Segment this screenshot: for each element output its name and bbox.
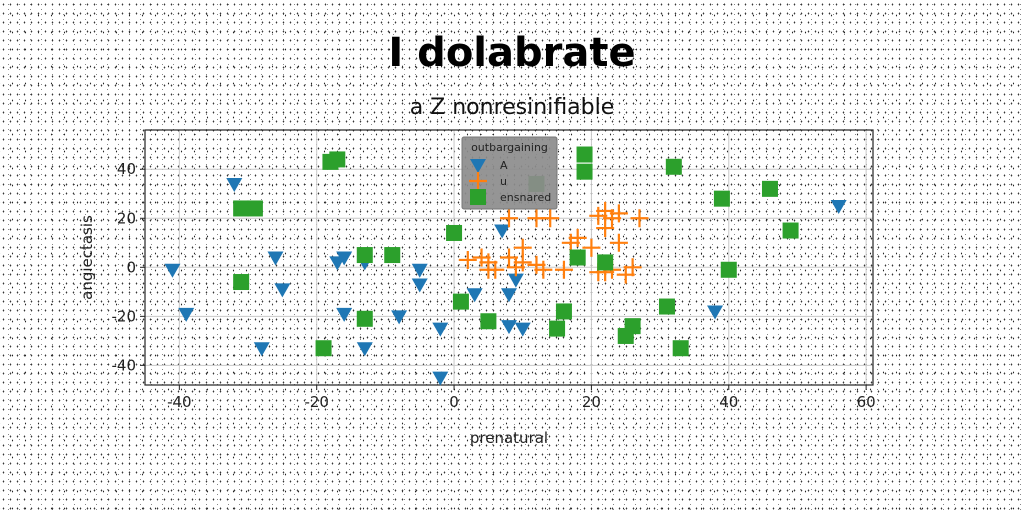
- data-point: [336, 251, 353, 266]
- data-point: [233, 200, 250, 217]
- data-point: [329, 151, 346, 168]
- data-point: [452, 293, 469, 310]
- chart-title: I dolabrate: [388, 30, 636, 76]
- data-point: [623, 258, 642, 277]
- data-point: [630, 209, 649, 228]
- data-point: [384, 247, 401, 264]
- data-point: [761, 180, 778, 197]
- data-point: [486, 260, 505, 279]
- data-point: [458, 250, 477, 269]
- legend-title: outbargaining: [471, 141, 548, 154]
- data-point: [555, 303, 572, 320]
- data-point: [830, 200, 847, 215]
- data-point: [494, 224, 511, 239]
- data-point: [514, 322, 531, 337]
- data-point: [391, 310, 408, 325]
- data-point: [569, 249, 586, 266]
- data-point: [707, 305, 724, 320]
- series-2: [233, 146, 799, 357]
- y-tick-label: -20: [112, 307, 137, 325]
- data-point: [411, 278, 428, 293]
- data-point: [356, 310, 373, 327]
- data-point: [672, 340, 689, 357]
- x-tick-label: 60: [857, 393, 876, 411]
- data-point: [356, 247, 373, 264]
- y-tick-label: 20: [117, 209, 136, 227]
- data-point: [274, 283, 291, 298]
- data-point: [446, 224, 463, 241]
- data-point: [624, 318, 641, 335]
- data-point: [164, 263, 181, 278]
- data-point: [713, 190, 730, 207]
- legend: outbargaining Au ensnared: [461, 136, 558, 210]
- data-point: [246, 200, 263, 217]
- data-point: [554, 260, 573, 279]
- data-point: [576, 163, 593, 180]
- data-point: [432, 322, 449, 337]
- data-point: [597, 254, 614, 271]
- data-point: [466, 288, 483, 303]
- data-point: [233, 274, 250, 291]
- data-point: [356, 342, 373, 357]
- data-point: [500, 209, 518, 228]
- legend-items: Au ensnared: [469, 159, 551, 205]
- data-point: [507, 273, 524, 288]
- data-point: [541, 209, 560, 228]
- legend-marker: [470, 189, 486, 205]
- data-point: [480, 313, 497, 330]
- data-point: [432, 371, 449, 386]
- data-point: [226, 177, 243, 192]
- x-tick-label: 20: [582, 393, 601, 411]
- data-point: [609, 233, 628, 252]
- series-0: [164, 177, 847, 386]
- data-point: [513, 238, 532, 257]
- y-tick-label: 40: [117, 160, 136, 178]
- data-point: [582, 238, 601, 257]
- data-point: [178, 307, 195, 322]
- legend-marker: [469, 172, 487, 190]
- x-tick-label: 0: [449, 393, 459, 411]
- data-point: [534, 260, 553, 279]
- data-point: [500, 248, 518, 267]
- data-point: [411, 263, 428, 278]
- x-tick-label: -40: [167, 393, 192, 411]
- data-point: [596, 219, 615, 238]
- y-axis-label: angiectasis: [78, 215, 96, 300]
- plot-frame: [144, 129, 874, 386]
- data-point: [658, 298, 675, 315]
- legend-label: ensnared: [500, 191, 551, 204]
- data-point: [720, 261, 737, 278]
- x-axis-label: prenatural: [470, 429, 548, 447]
- y-tick-label: -40: [112, 356, 137, 374]
- chart-subtitle: a Z nonresinifiable: [409, 95, 615, 120]
- legend-item: A: [470, 159, 508, 173]
- data-point: [501, 288, 517, 303]
- data-point: [501, 320, 517, 335]
- data-points: [164, 146, 847, 386]
- legend-label: u: [500, 175, 507, 188]
- data-point: [568, 228, 587, 247]
- legend-item: u: [469, 172, 507, 190]
- x-tick-label: 40: [719, 393, 738, 411]
- data-point: [665, 158, 682, 175]
- data-point: [253, 342, 270, 357]
- legend-label: A: [500, 159, 508, 172]
- x-tick-label: -20: [304, 393, 329, 411]
- ticks: -40 -20 0 20 40 60 -40 -20 0 20 40: [112, 160, 876, 411]
- data-point: [315, 340, 332, 357]
- legend-marker: [470, 159, 486, 173]
- legend-item: ensnared: [470, 189, 551, 205]
- y-tick-label: 0: [126, 258, 136, 276]
- data-point: [336, 307, 353, 322]
- data-point: [782, 222, 799, 239]
- data-point: [549, 320, 566, 337]
- data-point: [267, 251, 284, 266]
- data-point: [609, 204, 628, 223]
- series-1: [458, 201, 649, 284]
- data-point: [576, 146, 593, 163]
